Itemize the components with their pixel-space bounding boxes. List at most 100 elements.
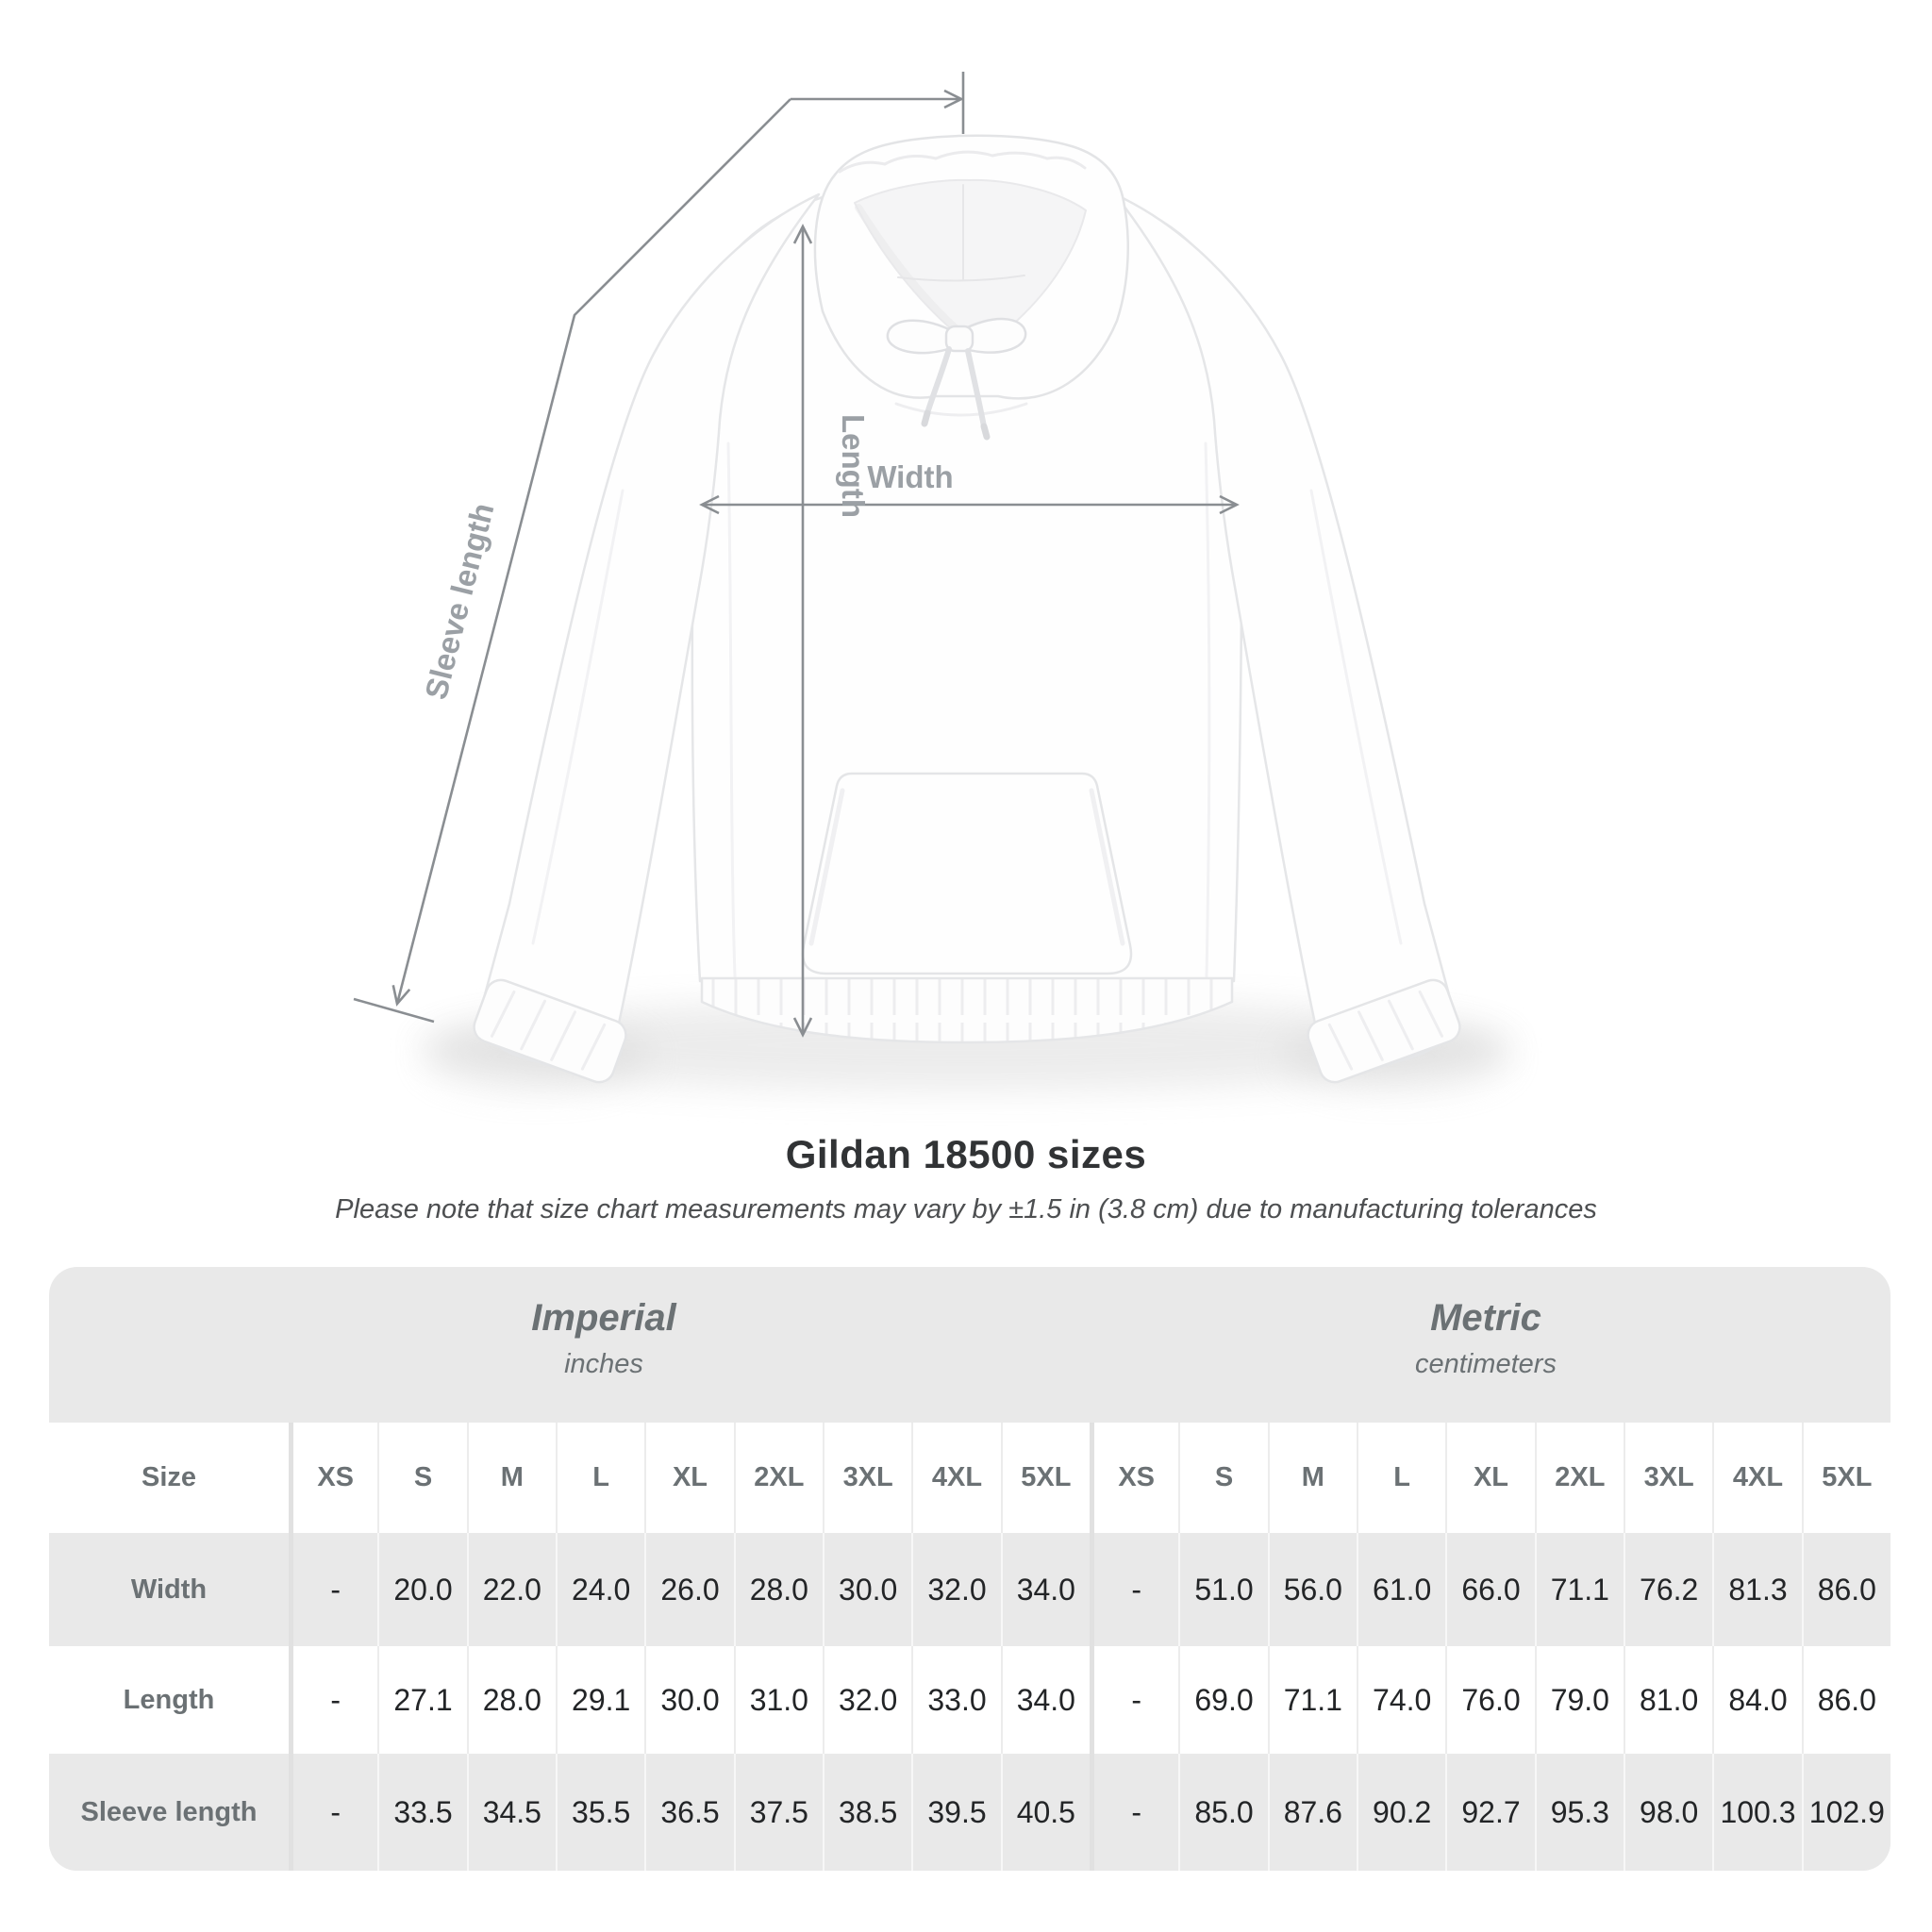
imperial-value-cell: 27.1 (377, 1646, 466, 1754)
imperial-value-cell: 29.1 (556, 1646, 644, 1754)
size-header-imperial-xl: XL (644, 1423, 733, 1533)
metric-title: Metric (1430, 1297, 1541, 1339)
metric-value-cell: - (1090, 1533, 1178, 1646)
imperial-value-cell: - (289, 1533, 377, 1646)
imperial-value-cell: 30.0 (644, 1646, 733, 1754)
metric-value-cell: 87.6 (1267, 1754, 1357, 1871)
table-row: Sleeve length -33.5 34.5 35.5 36.5 37.5 38.5 39… (49, 1754, 1890, 1871)
metric-value-cell: 102.9 (1801, 1754, 1890, 1871)
size-header-metric-l: L (1357, 1423, 1445, 1533)
size-header-imperial-l: L (556, 1423, 644, 1533)
imperial-value-cell: 28.0 (733, 1533, 823, 1646)
metric-value-cell: 71.1 (1267, 1646, 1357, 1754)
size-header-metric-s: S (1178, 1423, 1267, 1533)
imperial-value-cell: 34.0 (1000, 1533, 1090, 1646)
size-table: Imperial inches Metric centimeters Size X… (49, 1267, 1890, 1871)
metric-value-cell: 69.0 (1178, 1646, 1267, 1754)
measurement-annotations (353, 72, 1240, 1038)
imperial-value-cell: 30.0 (823, 1533, 911, 1646)
metric-value-cell: 66.0 (1445, 1533, 1534, 1646)
units-header-row: Imperial inches Metric centimeters (49, 1267, 1890, 1423)
sleeve-length-line (391, 98, 791, 1007)
imperial-value-cell: 28.0 (466, 1646, 556, 1754)
imperial-value-cell: 40.5 (1000, 1754, 1090, 1871)
metric-value-cell: 100.3 (1712, 1754, 1801, 1871)
imperial-value-cell: 33.0 (911, 1646, 1000, 1754)
kangaroo-pocket (801, 772, 1133, 975)
table-header-row: Size XS S M L XL 2XL 3XL 4XL 5XL XS S M L XL 2XL 3XL 4XL 5… (49, 1423, 1890, 1533)
size-header-imperial-4xl: 4XL (911, 1423, 1000, 1533)
size-header-metric-xs: XS (1090, 1423, 1178, 1533)
metric-value-cell: 84.0 (1712, 1646, 1801, 1754)
table-row: Width -20.0 22.0 24.0 26.0 28.0 30.0 32.0 34.0-5… (49, 1533, 1890, 1646)
metric-value-cell: 79.0 (1534, 1646, 1624, 1754)
metric-value-cell: - (1090, 1754, 1178, 1871)
imperial-value-cell: 22.0 (466, 1533, 556, 1646)
imperial-value-cell: 35.5 (556, 1754, 644, 1871)
metric-value-cell: - (1090, 1646, 1178, 1754)
imperial-value-cell: 36.5 (644, 1754, 733, 1871)
width-label: Width (867, 459, 953, 494)
metric-header: Metric centimeters (1415, 1267, 1557, 1380)
hoodie-illustration (473, 134, 1461, 1084)
size-header-metric-4xl: 4XL (1712, 1423, 1801, 1533)
metric-value-cell: 61.0 (1357, 1533, 1445, 1646)
metric-value-cell: 85.0 (1178, 1754, 1267, 1871)
size-header-imperial-2xl: 2XL (733, 1423, 823, 1533)
row-label: Sleeve length (80, 1796, 258, 1827)
metric-subtitle: centimeters (1415, 1349, 1557, 1379)
imperial-value-cell: 37.5 (733, 1754, 823, 1871)
metric-value-cell: 95.3 (1534, 1754, 1624, 1871)
size-header-metric-xl: XL (1445, 1423, 1534, 1533)
imperial-value-cell: - (289, 1754, 377, 1871)
size-header-imperial-s: S (377, 1423, 466, 1533)
left-sleeve (473, 192, 821, 1084)
imperial-value-cell: 33.5 (377, 1754, 466, 1871)
sleeve-bottom-tick (353, 997, 435, 1024)
metric-value-cell: 76.0 (1445, 1646, 1534, 1754)
row-label: Width (130, 1574, 208, 1605)
metric-value-cell: 76.2 (1624, 1533, 1712, 1646)
metric-value-cell: 71.1 (1534, 1533, 1624, 1646)
metric-value-cell: 51.0 (1178, 1533, 1267, 1646)
imperial-title: Imperial (531, 1297, 676, 1339)
size-header-metric-3xl: 3XL (1624, 1423, 1712, 1533)
metric-value-cell: 90.2 (1357, 1754, 1445, 1871)
table-row: Length -27.1 28.0 29.1 30.0 31.0 32.0 33.0 34.0-… (49, 1646, 1890, 1754)
size-header-metric-2xl: 2XL (1534, 1423, 1624, 1533)
imperial-value-cell: 26.0 (644, 1533, 733, 1646)
metric-value-cell: 74.0 (1357, 1646, 1445, 1754)
drawstring-bow (886, 317, 1027, 441)
size-header-metric-5xl: 5XL (1801, 1423, 1890, 1533)
imperial-value-cell: 24.0 (556, 1533, 644, 1646)
length-label: Length (836, 414, 871, 518)
imperial-value-cell: - (289, 1646, 377, 1754)
imperial-header: Imperial inches (531, 1267, 675, 1380)
metric-value-cell: 56.0 (1267, 1533, 1357, 1646)
page-subtitle: Please note that size chart measurements… (335, 1194, 1597, 1224)
imperial-value-cell: 31.0 (733, 1646, 823, 1754)
size-header-imperial-5xl: 5XL (1000, 1423, 1090, 1533)
size-header-imperial-xs: XS (289, 1423, 377, 1533)
metric-value-cell: 81.0 (1624, 1646, 1712, 1754)
size-header-imperial-m: M (466, 1423, 556, 1533)
imperial-value-cell: 39.5 (911, 1754, 1000, 1871)
imperial-subtitle: inches (564, 1349, 643, 1379)
hem-band (700, 976, 1234, 1044)
imperial-value-cell: 38.5 (823, 1754, 911, 1871)
right-sleeve (1113, 192, 1461, 1084)
hoodie-measurement-diagram: Sleeve length Length Width (353, 72, 1513, 1091)
sleeve-length-label: Sleeve length (418, 500, 500, 703)
metric-value-cell: 86.0 (1801, 1533, 1890, 1646)
metric-value-cell: 98.0 (1624, 1754, 1712, 1871)
imperial-value-cell: 34.0 (1000, 1646, 1090, 1754)
metric-value-cell: 81.3 (1712, 1533, 1801, 1646)
size-column-header: Size (141, 1462, 197, 1492)
imperial-value-cell: 32.0 (823, 1646, 911, 1754)
page-title: Gildan 18500 sizes (785, 1132, 1147, 1176)
imperial-value-cell: 34.5 (466, 1754, 556, 1871)
imperial-value-cell: 20.0 (377, 1533, 466, 1646)
size-header-imperial-3xl: 3XL (823, 1423, 911, 1533)
imperial-value-cell: 32.0 (911, 1533, 1000, 1646)
